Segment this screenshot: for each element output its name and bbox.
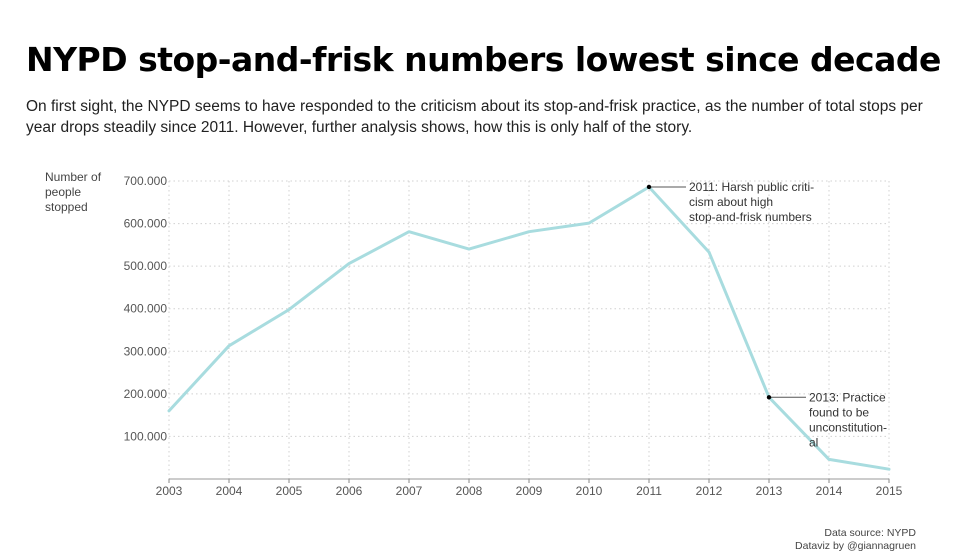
annotation-text: unconstitution- bbox=[809, 420, 887, 434]
chart-subtitle: On first sight, the NYPD seems to have r… bbox=[26, 98, 923, 136]
dataviz-credit: Dataviz by @giannagruen bbox=[795, 540, 916, 552]
x-tick-label: 2008 bbox=[456, 484, 483, 498]
x-tick-label: 2012 bbox=[696, 484, 723, 498]
x-tick-label: 2009 bbox=[516, 484, 543, 498]
x-tick-label: 2006 bbox=[336, 484, 363, 498]
x-tick-label: 2015 bbox=[876, 484, 903, 498]
x-tick-label: 2007 bbox=[396, 484, 423, 498]
series-line bbox=[167, 185, 891, 471]
x-tick-label: 2010 bbox=[576, 484, 603, 498]
y-tick-label: 500.000 bbox=[124, 259, 168, 273]
y-tick-label: 200.000 bbox=[124, 387, 168, 401]
line-chart: 100.000 200.000 300.000 400.000 500.000 600.0… bbox=[124, 174, 903, 498]
x-tick-label: 2014 bbox=[816, 484, 843, 498]
y-tick-label: 400.000 bbox=[124, 302, 168, 316]
y-axis-label-line: people bbox=[45, 185, 82, 199]
x-tick-label: 2011 bbox=[636, 484, 662, 498]
annotation-text: 2011: Harsh public criti- bbox=[689, 180, 814, 194]
y-axis-label-line: Number of bbox=[45, 170, 102, 184]
x-tick-label: 2005 bbox=[276, 484, 303, 498]
x-tick-label: 2013 bbox=[756, 484, 783, 498]
y-tick-label: 300.000 bbox=[124, 344, 168, 358]
y-tick-label: 700.000 bbox=[124, 174, 168, 188]
annotation-text: cism about high bbox=[689, 195, 773, 209]
x-tick-label: 2004 bbox=[216, 484, 243, 498]
annotation-dot bbox=[646, 184, 652, 190]
data-source: Data source: NYPD bbox=[824, 527, 916, 539]
annotation-text: found to be bbox=[809, 405, 869, 419]
y-axis-label: Number of people stopped bbox=[45, 170, 101, 215]
chart-title: NYPD stop-and-frisk numbers lowest since… bbox=[26, 40, 941, 79]
y-tick-label: 600.000 bbox=[124, 217, 168, 231]
footer: Data source: NYPD Dataviz by @giannagrue… bbox=[795, 527, 916, 553]
y-axis-label-line: stopped bbox=[45, 200, 88, 214]
x-tick-label: 2003 bbox=[156, 484, 183, 498]
annotation-text: al bbox=[809, 435, 818, 449]
annotation-dot bbox=[766, 395, 772, 400]
annotation-text: 2013: Practice bbox=[809, 390, 886, 404]
y-tick-label: 100.000 bbox=[124, 429, 168, 443]
annotation-text: stop-and-frisk numbers bbox=[689, 210, 812, 224]
